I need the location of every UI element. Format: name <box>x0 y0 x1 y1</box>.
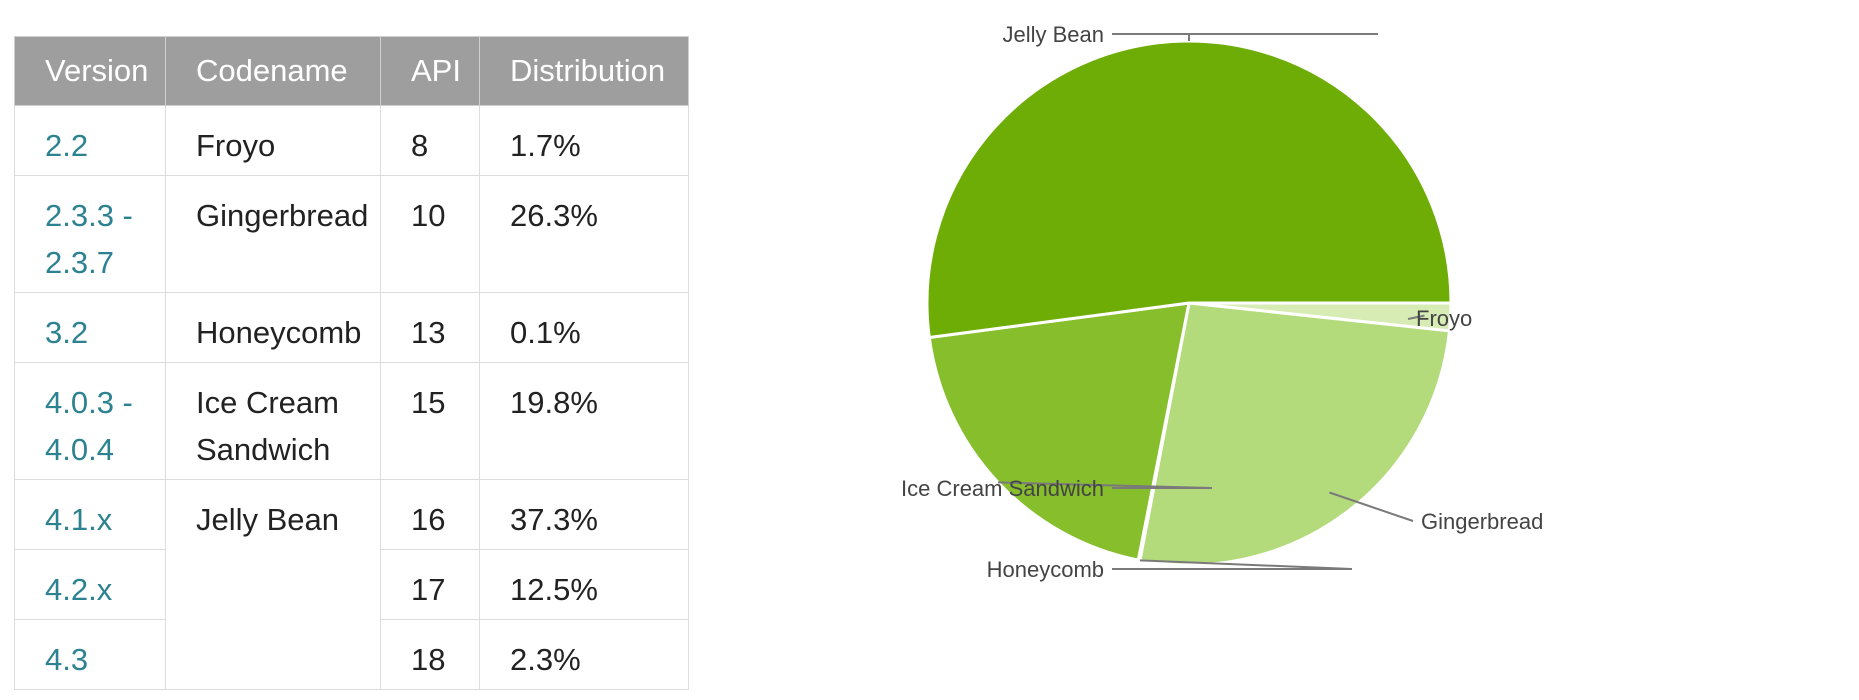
table-row: 4.1.x Jelly Bean 16 37.3% <box>14 479 689 690</box>
codename-cell: Ice Cream Sandwich <box>165 362 381 480</box>
leader-line-honeycomb <box>1112 559 1353 570</box>
table-row: 2.3.3 -2.3.7 Gingerbread 10 26.3% <box>14 175 689 293</box>
pie-labels: Froyo Gingerbread Honeycomb Ice Cream Sandw… <box>901 22 1543 582</box>
api-cell: 16 <box>380 479 480 550</box>
pie-slice-jelly-bean[interactable] <box>925 39 1453 339</box>
pie-slices <box>925 39 1453 567</box>
table-row: 4.3 18 2.3% <box>14 619 689 690</box>
codename-cell: Gingerbread <box>165 175 381 293</box>
pie-slice-gingerbread[interactable] <box>1138 301 1452 567</box>
leader-line-froyo <box>1407 314 1425 320</box>
version-cell[interactable]: 4.2.x <box>14 549 166 620</box>
leader-line-gingerbread <box>1329 491 1414 522</box>
header-distribution: Distribution <box>479 36 689 106</box>
distribution-table: Version Codename API Distribution 2.2 Fr… <box>14 36 689 690</box>
version-cell[interactable]: 2.3.3 -2.3.7 <box>14 175 166 293</box>
table-row: 4.2.x 17 12.5% <box>14 549 689 620</box>
header-codename: Codename <box>165 36 381 106</box>
distribution-cell: 37.3% <box>479 479 689 550</box>
leader-line-ice-cream-sandwich <box>997 481 1213 489</box>
table-header-row: Version Codename API Distribution <box>14 36 689 106</box>
codename-cell: Honeycomb <box>165 292 381 363</box>
version-cell[interactable]: 3.2 <box>14 292 166 363</box>
header-version: Version <box>14 36 166 106</box>
slice-label-honeycomb: Honeycomb <box>987 557 1104 582</box>
api-cell: 15 <box>380 362 480 480</box>
api-cell: 17 <box>380 549 480 620</box>
distribution-cell: 26.3% <box>479 175 689 293</box>
codename-cell: Jelly Bean <box>165 479 381 690</box>
codename-cell: Froyo <box>165 105 381 176</box>
version-cell[interactable]: 2.2 <box>14 105 166 176</box>
api-cell: 8 <box>380 105 480 176</box>
table-row: 3.2 Honeycomb 13 0.1% <box>14 292 689 363</box>
distribution-cell: 19.8% <box>479 362 689 480</box>
distribution-pie-chart: Froyo Gingerbread Honeycomb Ice Cream Sandw… <box>901 22 1543 582</box>
pie-leader-lines <box>997 33 1425 570</box>
api-cell: 10 <box>380 175 480 293</box>
slice-label-ice-cream-sandwich: Ice Cream Sandwich <box>901 476 1104 501</box>
version-cell[interactable]: 4.0.3 -4.0.4 <box>14 362 166 480</box>
distribution-cell: 2.3% <box>479 619 689 690</box>
version-cell[interactable]: 4.1.x <box>14 479 166 550</box>
leader-line-jelly-bean <box>1112 33 1378 41</box>
api-cell: 18 <box>380 619 480 690</box>
api-cell: 13 <box>380 292 480 363</box>
distribution-cell: 0.1% <box>479 292 689 363</box>
distribution-cell: 12.5% <box>479 549 689 620</box>
header-api: API <box>380 36 480 106</box>
distribution-cell: 1.7% <box>479 105 689 176</box>
table-row: 2.2 Froyo 8 1.7% <box>14 105 689 176</box>
slice-label-froyo: Froyo <box>1416 306 1472 331</box>
table-row: 4.0.3 -4.0.4 Ice Cream Sandwich 15 19.8% <box>14 362 689 480</box>
slice-label-jelly-bean: Jelly Bean <box>1002 22 1104 47</box>
version-cell[interactable]: 4.3 <box>14 619 166 690</box>
slice-label-gingerbread: Gingerbread <box>1421 509 1543 534</box>
